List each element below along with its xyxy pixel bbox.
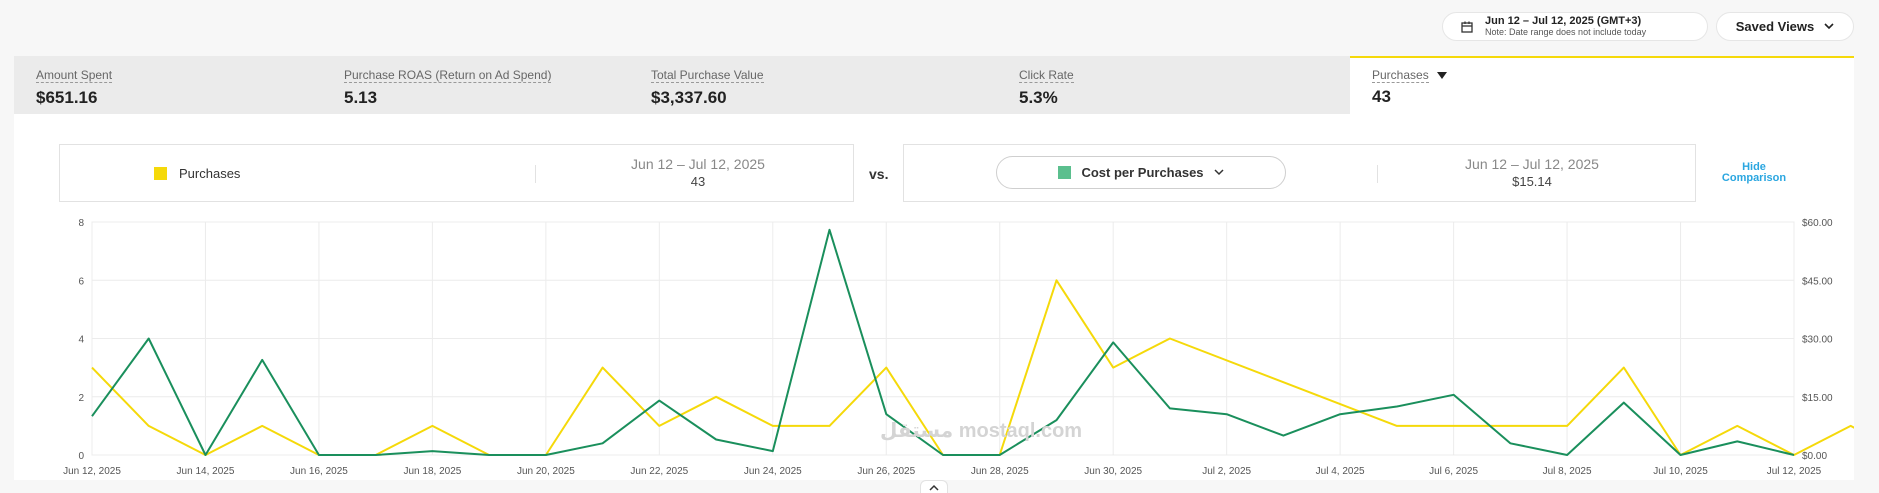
- y-right-tick-label: $45.00: [1802, 276, 1833, 287]
- x-tick-label: Jun 20, 2025: [517, 466, 575, 477]
- comparison-metric-select[interactable]: Cost per Purchases: [996, 156, 1286, 189]
- metric-label: Amount Spent: [36, 68, 113, 83]
- hide-comparison-line2: Comparison: [1721, 172, 1787, 184]
- y-right-tick-label: $0.00: [1802, 451, 1827, 462]
- metric-click-rate[interactable]: Click Rate 5.3%: [997, 56, 1350, 114]
- metric-value: $651.16: [36, 88, 98, 107]
- metric-total-purchase-value[interactable]: Total Purchase Value $3,337.60: [629, 56, 997, 114]
- y-right-tick-label: $15.00: [1802, 393, 1833, 404]
- hide-comparison-line1: Hide: [1742, 161, 1766, 173]
- metric-amount-spent[interactable]: Amount Spent $651.16: [14, 56, 322, 114]
- line-chart: 8 $60.00 6 $45.00 4 $30.00 2 $15.00 0 $0.00 Jun 12…: [63, 218, 1854, 477]
- metric-value: 5.13: [344, 88, 378, 107]
- metric-label: Click Rate: [1019, 68, 1074, 83]
- range-value: 43: [690, 174, 706, 189]
- range-date: Jun 12 – Jul 12, 2025: [631, 156, 765, 172]
- collapse-button[interactable]: [920, 480, 948, 493]
- x-tick-label: Jun 24, 2025: [744, 466, 802, 477]
- x-tick-label: Jul 6, 2025: [1429, 466, 1478, 477]
- y-left-tick-label: 8: [78, 218, 84, 229]
- comparison-right: Cost per Purchases Jun 12 – Jul 12, 2025…: [903, 144, 1696, 202]
- metrics-row: Amount Spent $651.16 Purchase ROAS (Retu…: [14, 56, 1854, 114]
- x-tick-label: Jun 18, 2025: [403, 466, 461, 477]
- x-tick-label: Jul 8, 2025: [1543, 466, 1592, 477]
- caret-down-icon[interactable]: [1436, 72, 1447, 79]
- x-tick-label: Jun 26, 2025: [857, 466, 915, 477]
- chevron-up-icon: [929, 484, 939, 491]
- x-tick-label: Jul 10, 2025: [1653, 466, 1708, 477]
- y-left-tick-label: 4: [78, 335, 84, 346]
- vs-label: vs.: [869, 166, 889, 182]
- chevron-down-icon: [1214, 169, 1224, 176]
- comparison-left-range: Jun 12 – Jul 12, 2025 43: [588, 156, 808, 189]
- legend-purchases: Purchases: [154, 166, 240, 181]
- metric-purchases[interactable]: Purchases 43: [1350, 56, 1854, 114]
- chart-card: Purchases Jun 12 – Jul 12, 2025 43 vs. C…: [14, 114, 1854, 480]
- x-tick-label: Jun 16, 2025: [290, 466, 348, 477]
- metric-label: Purchases: [1372, 68, 1429, 83]
- date-range-picker[interactable]: Jun 12 – Jul 12, 2025 (GMT+3) Note: Date…: [1442, 12, 1708, 41]
- yellow-swatch-icon: [154, 167, 167, 180]
- calendar-icon: [1461, 21, 1473, 33]
- divider: [1377, 165, 1378, 183]
- watermark: مستقل mostaql.com: [880, 420, 1083, 442]
- y-left-tick-label: 2: [78, 393, 84, 404]
- divider: [535, 165, 536, 183]
- y-left-tick-label: 6: [78, 276, 84, 287]
- date-range-label: Jun 12 – Jul 12, 2025 (GMT+3): [1485, 14, 1642, 27]
- x-tick-label: Jun 28, 2025: [971, 466, 1029, 477]
- x-tick-label: Jun 22, 2025: [630, 466, 688, 477]
- date-range-text: Jun 12 – Jul 12, 2025 (GMT+3) Note: Date…: [1485, 14, 1647, 38]
- metric-value: $3,337.60: [651, 88, 727, 107]
- x-tick-label: Jul 4, 2025: [1316, 466, 1365, 477]
- y-left-tick-label: 0: [78, 451, 84, 462]
- saved-views-label: Saved Views: [1735, 19, 1815, 34]
- comparison-right-range: Jun 12 – Jul 12, 2025 $15.14: [1422, 156, 1642, 189]
- y-right-tick-label: $30.00: [1802, 335, 1833, 346]
- legend-purchases-label: Purchases: [179, 166, 241, 181]
- metric-value: 43: [1372, 87, 1391, 106]
- x-tick-label: Jun 12, 2025: [63, 466, 121, 477]
- metric-label: Purchase ROAS (Return on Ad Spend): [344, 68, 552, 83]
- hide-comparison-link[interactable]: Hide Comparison: [1714, 162, 1794, 184]
- range-value: $15.14: [1512, 174, 1552, 189]
- green-swatch-icon: [1058, 166, 1072, 179]
- comparison-metric-label: Cost per Purchases: [1081, 165, 1204, 180]
- chevron-down-icon: [1824, 23, 1834, 30]
- saved-views-button[interactable]: Saved Views: [1716, 12, 1854, 41]
- x-tick-label: Jun 30, 2025: [1084, 466, 1142, 477]
- cost-per-purchase-line: [91, 228, 1795, 456]
- date-range-note: Note: Date range does not include today: [1485, 26, 1647, 37]
- x-tick-label: Jun 14, 2025: [177, 466, 235, 477]
- metric-purchase-roas[interactable]: Purchase ROAS (Return on Ad Spend) 5.13: [322, 56, 629, 114]
- x-tick-label: Jul 2, 2025: [1202, 466, 1251, 477]
- comparison-left: Purchases Jun 12 – Jul 12, 2025 43: [59, 144, 854, 202]
- metric-label: Total Purchase Value: [651, 68, 764, 83]
- x-tick-label: Jul 12, 2025: [1767, 466, 1822, 477]
- metric-value: 5.3%: [1019, 88, 1058, 107]
- range-date: Jun 12 – Jul 12, 2025: [1465, 156, 1599, 172]
- y-right-tick-label: $60.00: [1802, 218, 1833, 229]
- metric-label-row: Purchases: [1372, 68, 1832, 83]
